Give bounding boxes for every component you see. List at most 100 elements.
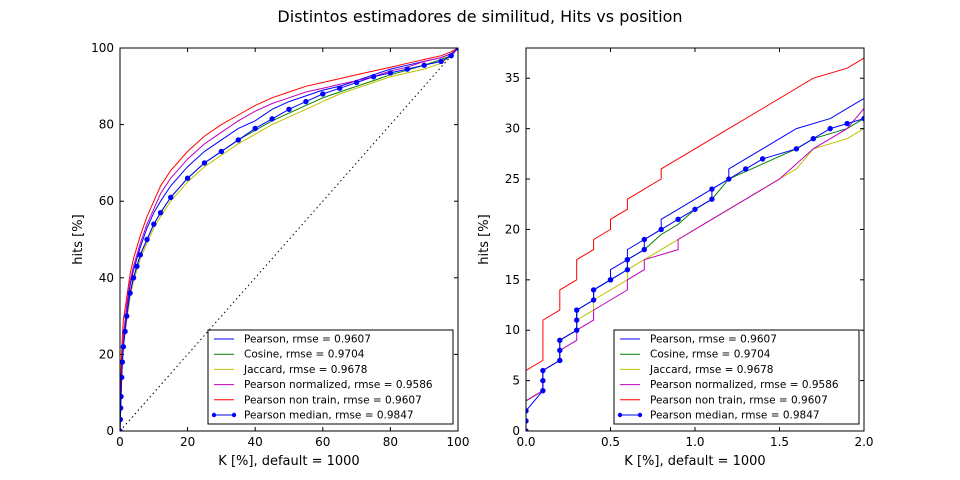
y-tick-label: 20 bbox=[505, 222, 520, 236]
x-tick-label: 80 bbox=[383, 435, 398, 449]
series-point bbox=[252, 125, 258, 132]
series-point bbox=[144, 236, 150, 243]
series-point bbox=[540, 377, 546, 384]
series-point bbox=[370, 74, 377, 80]
legend-label: Cosine, rmse = 0.9704 bbox=[244, 349, 365, 361]
series-point bbox=[726, 176, 732, 182]
left-chart-panel: 0 20 40 60 80 100 0 20 40 60 80 100 K [%], default =… bbox=[71, 41, 469, 469]
series-point bbox=[658, 226, 664, 233]
series-line-6 bbox=[526, 118, 864, 431]
series-point bbox=[137, 252, 143, 258]
x-tick-label: 0.5 bbox=[601, 435, 620, 449]
series-point bbox=[709, 186, 715, 192]
y-tick-label: 25 bbox=[505, 172, 520, 186]
y-tick-label: 15 bbox=[505, 273, 520, 287]
series-point bbox=[303, 98, 309, 105]
legend-label: Pearson, rmse = 0.9607 bbox=[244, 334, 371, 346]
series-point bbox=[557, 337, 563, 343]
series-line-5 bbox=[120, 48, 458, 431]
x-tick-label: 20 bbox=[180, 435, 195, 449]
series-point bbox=[120, 374, 125, 381]
legend-marker bbox=[231, 412, 237, 418]
series-line-4 bbox=[120, 48, 458, 431]
series-point bbox=[151, 221, 157, 227]
legend-label: Jaccard, rmse = 0.9678 bbox=[243, 364, 368, 376]
series-point bbox=[590, 287, 597, 293]
series-point bbox=[827, 125, 833, 132]
series-point bbox=[526, 418, 529, 424]
series-line-5 bbox=[526, 57, 864, 371]
series-point bbox=[353, 79, 360, 86]
series-point bbox=[448, 52, 454, 59]
series-point bbox=[526, 408, 529, 414]
series-point bbox=[641, 246, 647, 253]
series-point bbox=[574, 327, 580, 333]
series-point bbox=[692, 206, 698, 212]
series-point bbox=[675, 216, 681, 223]
series-point bbox=[574, 307, 580, 313]
series-point bbox=[590, 297, 597, 303]
series-point bbox=[540, 367, 546, 374]
y-tick-label: 20 bbox=[99, 347, 114, 361]
y-tick-label: 80 bbox=[99, 118, 114, 132]
x-tick-label: 1.0 bbox=[685, 435, 704, 449]
legend-box bbox=[613, 329, 860, 425]
y-tick-label: 35 bbox=[505, 71, 520, 85]
series-point bbox=[540, 387, 546, 394]
legend-label: Pearson median, rmse = 0.9847 bbox=[244, 410, 414, 422]
series-point bbox=[320, 91, 326, 97]
x-tick-label: 0 bbox=[116, 435, 124, 449]
series-point bbox=[235, 137, 242, 143]
x-tick-label: 100 bbox=[447, 435, 470, 449]
series-point bbox=[168, 194, 174, 201]
x-tick-label: 40 bbox=[248, 435, 263, 449]
series-point bbox=[624, 256, 631, 263]
series-point bbox=[120, 393, 124, 400]
plot-area bbox=[526, 57, 864, 431]
legend-label: Pearson normalized, rmse = 0.9586 bbox=[650, 379, 839, 391]
series-point bbox=[124, 313, 130, 319]
series-point bbox=[387, 70, 394, 76]
series-point bbox=[201, 160, 208, 166]
axes-frame bbox=[119, 47, 459, 432]
series-point bbox=[404, 66, 410, 72]
y-tick-label: 40 bbox=[99, 271, 114, 285]
series-point bbox=[286, 106, 292, 112]
series-point bbox=[134, 263, 140, 270]
legend-marker bbox=[617, 412, 623, 418]
series-point bbox=[438, 58, 444, 65]
series-point bbox=[641, 236, 647, 243]
series-point bbox=[607, 277, 614, 283]
legend-label: Pearson median, rmse = 0.9847 bbox=[650, 410, 820, 422]
y-tick-label: 30 bbox=[505, 122, 520, 136]
series-point bbox=[421, 62, 427, 68]
series-point bbox=[337, 85, 343, 91]
legend-label: Cosine, rmse = 0.9704 bbox=[650, 349, 771, 361]
y-tick-label: 100 bbox=[91, 41, 114, 55]
legend-label: Pearson non train, rmse = 0.9607 bbox=[244, 394, 422, 406]
series-point bbox=[120, 344, 127, 350]
series-point bbox=[218, 148, 225, 155]
right-chart-panel: 0.0 0.5 1.0 1.5 2.0 0 5 10 15 20 25 30 35 K [%], defa… bbox=[477, 47, 874, 469]
y-axis-label: hits [%] bbox=[477, 214, 492, 264]
series-point bbox=[130, 275, 137, 281]
series-point bbox=[557, 347, 563, 354]
y-tick-label: 0 bbox=[106, 424, 114, 438]
x-tick-label: 60 bbox=[315, 435, 330, 449]
series-point bbox=[793, 146, 800, 152]
x-axis-label: K [%], default = 1000 bbox=[218, 454, 359, 469]
series-point bbox=[127, 290, 133, 296]
series-point bbox=[269, 116, 275, 122]
series-point bbox=[759, 156, 766, 162]
series-point bbox=[120, 359, 126, 365]
series-point bbox=[157, 209, 164, 216]
x-axis-label: K [%], default = 1000 bbox=[624, 454, 765, 469]
legend-label: Jaccard, rmse = 0.9678 bbox=[649, 364, 774, 376]
legend: Pearson, rmse = 0.9607 Cosine, rmse = 0.9… bbox=[207, 329, 454, 425]
series-point bbox=[120, 405, 124, 411]
plot-area bbox=[120, 48, 458, 431]
series-point bbox=[122, 328, 128, 335]
legend: Pearson, rmse = 0.9607 Cosine, rmse = 0.9… bbox=[613, 329, 860, 425]
series-point bbox=[624, 267, 631, 273]
